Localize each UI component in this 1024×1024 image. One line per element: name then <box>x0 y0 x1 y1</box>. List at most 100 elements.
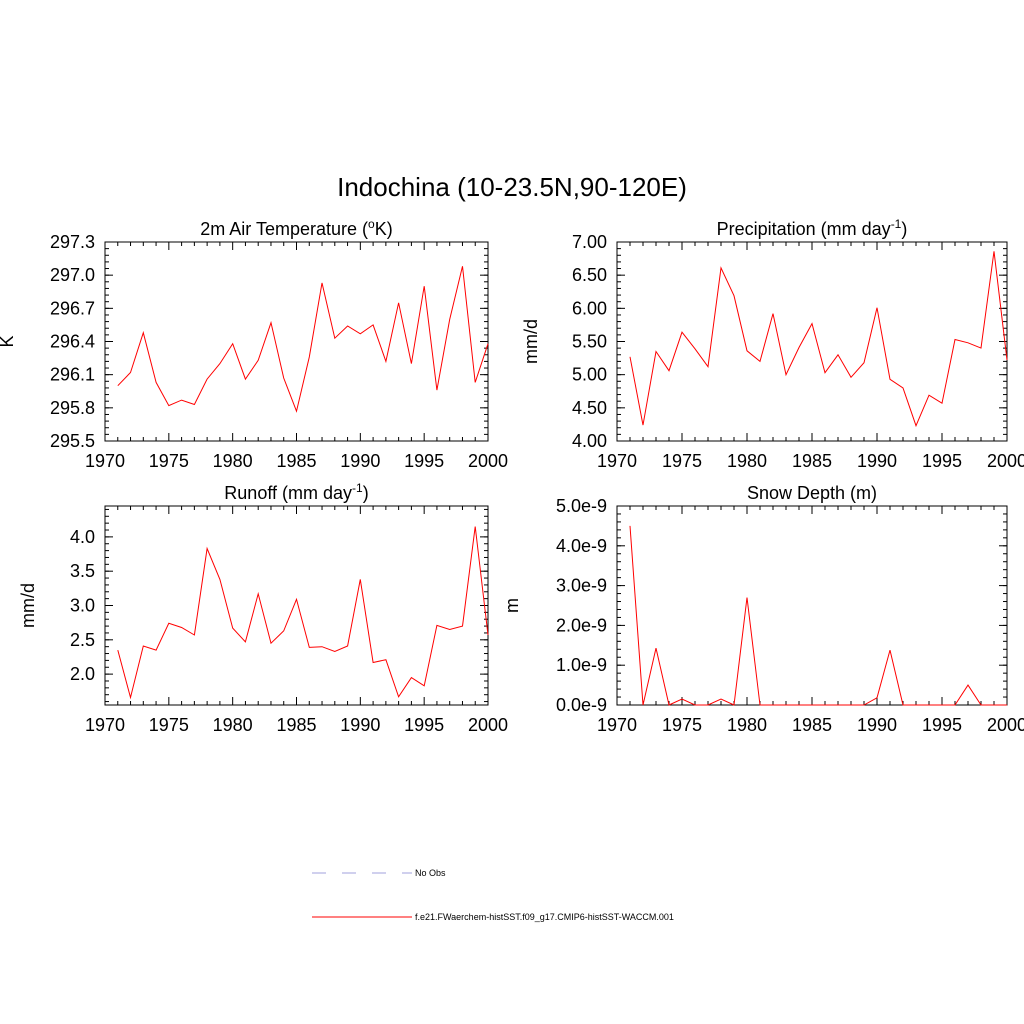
snow-depth-data-point <box>668 704 671 707</box>
temperature-data-point <box>295 410 298 413</box>
runoff-data-point <box>155 649 158 652</box>
precipitation-data-point <box>759 360 762 363</box>
runoff-data-point <box>423 684 426 687</box>
snow-depth-y-tick-label: 0.0e-9 <box>556 695 607 715</box>
snow-depth-data-point <box>993 704 996 707</box>
snow-depth-y-tick-label: 3.0e-9 <box>556 576 607 596</box>
legend-label-model: f.e21.FWaerchem-histSST.f09_g17.CMIP6-hi… <box>415 912 674 922</box>
temperature-series-line <box>117 266 489 413</box>
temperature-data-point <box>308 355 311 358</box>
temperature-title-end: K) <box>375 219 393 239</box>
temperature-data-point <box>333 337 336 340</box>
temperature-x-tick-label: 1985 <box>276 451 316 471</box>
snow-depth-x-tick-label: 1975 <box>662 715 702 735</box>
temperature-data-point <box>423 285 426 288</box>
temperature-panel-title: 2m Air Temperature (oK) <box>200 217 392 239</box>
precipitation-data-point <box>629 355 632 358</box>
precipitation-y-tick-label: 5.50 <box>572 332 607 352</box>
precipitation-x-tick-label: 1980 <box>727 451 767 471</box>
precipitation-data-point <box>694 347 697 350</box>
precipitation-x-tick-label: 1995 <box>922 451 962 471</box>
snow-depth-data-point <box>798 704 801 707</box>
snow-depth-y-axis-label: m <box>502 598 522 613</box>
temperature-data-point <box>167 404 170 407</box>
runoff-series-line <box>117 526 489 700</box>
temperature-y-tick-label: 295.5 <box>50 431 95 451</box>
snow-depth-data-point <box>629 524 632 527</box>
snow-depth-data-point <box>759 704 762 707</box>
temperature-data-point <box>461 265 464 268</box>
precipitation-data-point <box>824 371 827 374</box>
temperature-title-text: 2m Air Temperature ( <box>200 219 368 239</box>
snow-depth-data-point <box>772 704 775 707</box>
snow-depth-data-point <box>863 704 866 707</box>
snow-depth-data-point <box>785 704 788 707</box>
snow-depth-data-point <box>681 698 684 701</box>
runoff-x-tick-label: 1970 <box>85 715 125 735</box>
snow-depth-series-line <box>629 525 1007 706</box>
runoff-data-point <box>308 646 311 649</box>
temperature-data-point <box>397 301 400 304</box>
temperature-data-point <box>435 389 438 392</box>
panel-snow-depth: Snow Depth (m) m 1970 1975 1980 1985 1990 1995 2… <box>502 483 1024 735</box>
temperature-y-axis-label: K <box>0 335 17 347</box>
runoff-data-point <box>346 644 349 647</box>
snow-depth-data-point <box>746 596 749 599</box>
precipitation-x-tick-label: 2000 <box>987 451 1024 471</box>
snow-depth-data-point <box>1006 704 1009 707</box>
snow-depth-x-tick-label: 1995 <box>922 715 962 735</box>
runoff-title-superscript: -1 <box>352 481 363 495</box>
precipitation-data-point <box>811 322 814 325</box>
snow-depth-x-tick-label: 1985 <box>792 715 832 735</box>
temperature-x-tick-label: 1980 <box>213 451 253 471</box>
temperature-data-point <box>448 318 451 321</box>
snow-depth-panel-title: Snow Depth (m) <box>747 483 877 503</box>
temperature-y-tick-label: 295.8 <box>50 398 95 418</box>
snow-depth-data-point <box>954 704 957 707</box>
snow-depth-data-point <box>980 704 983 707</box>
runoff-x-tick-label: 1985 <box>276 715 316 735</box>
temperature-x-tick-label: 2000 <box>468 451 508 471</box>
precipitation-y-tick-label: 6.50 <box>572 265 607 285</box>
temperature-y-tick-label: 296.4 <box>50 332 95 352</box>
temperature-data-point <box>410 362 413 365</box>
runoff-title-end: ) <box>363 483 369 503</box>
precipitation-y-tick-label: 6.00 <box>572 298 607 318</box>
snow-depth-plot-frame <box>616 505 1008 706</box>
precipitation-y-tick-label: 4.00 <box>572 431 607 451</box>
precipitation-data-point <box>798 346 801 349</box>
precipitation-x-tick-label: 1990 <box>857 451 897 471</box>
legend-label-obs: No Obs <box>415 868 446 878</box>
runoff-data-point <box>435 624 438 627</box>
runoff-data-point <box>321 645 324 648</box>
precipitation-title-text: Precipitation (mm day <box>717 219 891 239</box>
snow-depth-data-point <box>837 704 840 707</box>
precipitation-x-tick-label: 1985 <box>792 451 832 471</box>
precipitation-y-axis-label: mm/d <box>521 319 541 364</box>
runoff-data-point <box>269 642 272 645</box>
precipitation-data-point <box>954 338 957 341</box>
runoff-data-point <box>244 640 247 643</box>
runoff-data-point <box>282 629 285 632</box>
precipitation-data-point <box>837 353 840 356</box>
temperature-data-point <box>269 321 272 324</box>
precipitation-data-point <box>928 394 931 397</box>
precipitation-data-point <box>746 349 749 352</box>
temperature-data-point <box>282 376 285 379</box>
precipitation-data-point <box>915 424 918 427</box>
snow-depth-data-point <box>941 704 944 707</box>
temperature-data-point <box>193 403 196 406</box>
temperature-data-point <box>487 342 490 345</box>
precipitation-data-point <box>785 373 788 376</box>
runoff-x-tick-label: 2000 <box>468 715 508 735</box>
snow-depth-data-point <box>850 704 853 707</box>
temperature-x-tick-label: 1990 <box>340 451 380 471</box>
snow-depth-data-point <box>720 698 723 701</box>
snow-depth-y-tick-label: 2.0e-9 <box>556 615 607 635</box>
temperature-y-tick-label: 297.3 <box>50 232 95 252</box>
panel-temperature: 2m Air Temperature (oK) K 1970 1975 1980 1985… <box>0 217 508 471</box>
panel-precipitation: Precipitation (mm day-1) mm/d 1970 1975 1980… <box>521 217 1024 471</box>
temperature-data-point <box>359 332 362 335</box>
precipitation-data-point <box>655 350 658 353</box>
